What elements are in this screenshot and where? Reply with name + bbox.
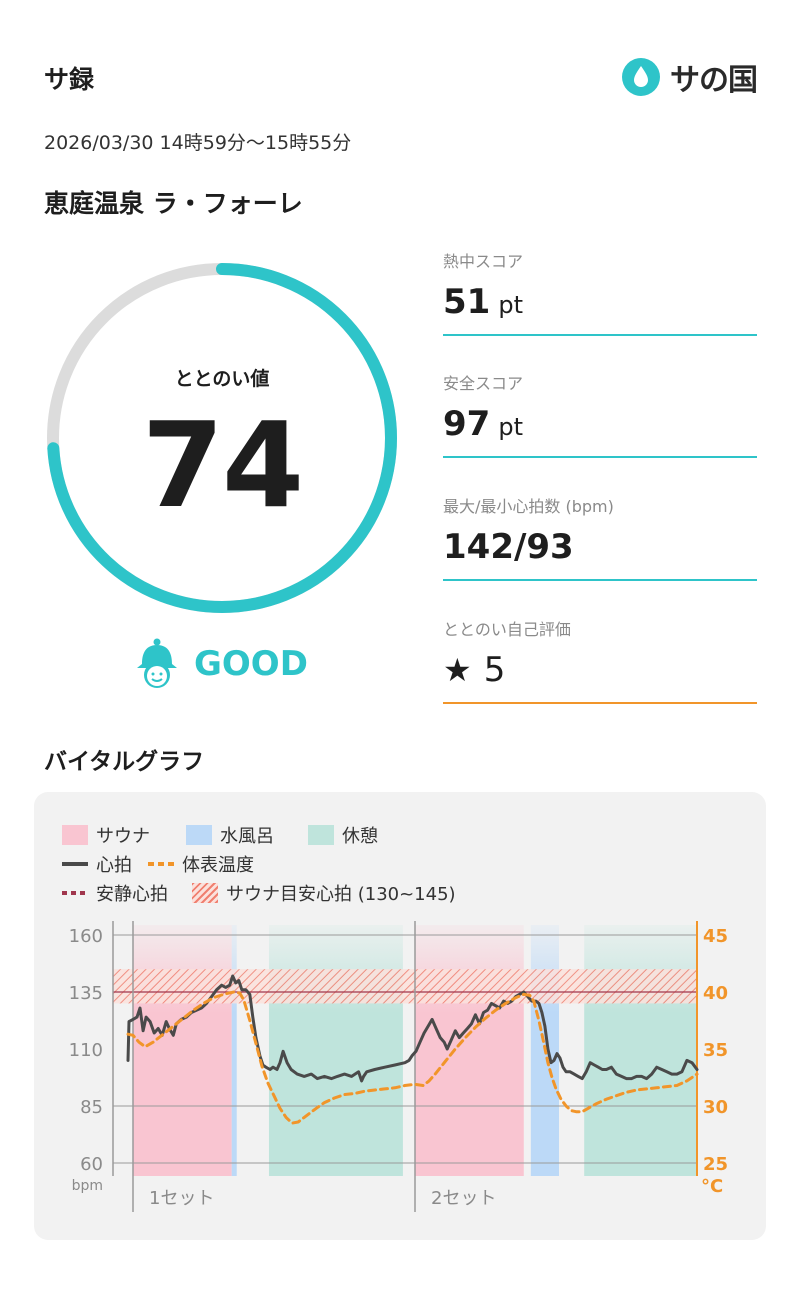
legend-row-targets: 安静心拍 サウナ目安心拍 (130~145) [62, 880, 456, 906]
stat-divider [443, 702, 757, 704]
x-set-label: 1セット [149, 1188, 214, 1209]
smiley-bell-icon [137, 638, 177, 688]
drop-icon [622, 58, 660, 96]
rating-badge: GOOD [134, 634, 308, 694]
legend-line-heart-rate [62, 862, 88, 866]
legend-line-body-temp [148, 862, 174, 866]
ring-progress [47, 263, 397, 613]
y-tick-label-right: 25 [703, 1154, 728, 1175]
y-tick-label-right: 45 [703, 926, 728, 947]
heart-rate-line [126, 974, 699, 1083]
stat-value: 142/93 [443, 527, 574, 567]
stat-label: 最大/最小心拍数 (bpm) [443, 497, 614, 516]
y-axis-unit-left: bpm [72, 1178, 103, 1194]
graph-title: バイタルグラフ [44, 749, 205, 775]
legend-label-heart-rate: 心拍 [96, 855, 132, 876]
phase-band-cold-bath [231, 925, 237, 1176]
stat-heat-score: 熱中スコア 51 pt [443, 248, 757, 336]
legend-row-phases: サウナ 水風呂 休憩 [62, 822, 378, 848]
stat-divider [443, 334, 757, 336]
rating-label: GOOD [194, 644, 308, 684]
facility-name: 恵庭温泉 ラ・フォーレ [44, 189, 303, 218]
legend-line-resting-hr [62, 891, 88, 895]
x-set-label: 2セット [431, 1188, 496, 1209]
y-tick-label-left: 110 [69, 1040, 103, 1061]
stat-value: 97 [443, 404, 491, 444]
y-tick-label-left: 160 [69, 926, 103, 947]
totonoi-ring-gauge [47, 263, 397, 613]
legend-row-lines: 心拍 体表温度 [62, 851, 254, 877]
brand-logo-text: サの国 [670, 63, 758, 98]
legend-label-sauna: サウナ [96, 826, 150, 847]
legend-label-body-temp: 体表温度 [182, 855, 254, 876]
y-tick-label-left: 85 [80, 1097, 103, 1118]
totonoi-label: ととのい値 [174, 368, 270, 390]
stat-safety-score: 安全スコア 97 pt [443, 370, 757, 458]
stat-self-rating: ととのい自己評価 ★ 5 [443, 616, 757, 704]
target-hr-band [113, 969, 697, 1004]
vital-chart: 60 85 110 135 160 bpm 25 30 35 40 45 °C 1セット 2セット [69, 921, 728, 1212]
y-tick-label-right: 30 [703, 1097, 728, 1118]
legend-swatch-cold-bath [186, 825, 212, 845]
totonoi-value: 74 [141, 396, 304, 534]
legend-swatch-rest [308, 825, 334, 845]
stat-value: 51 [443, 282, 491, 322]
stat-heart-rate-range: 最大/最小心拍数 (bpm) 142/93 [443, 493, 757, 581]
stat-label: ととのい自己評価 [443, 620, 571, 639]
legend-label-resting-hr: 安静心拍 [96, 884, 168, 905]
y-tick-label-right: 40 [703, 983, 728, 1004]
stat-unit: pt [498, 291, 523, 319]
legend-label-rest: 休憩 [342, 826, 378, 847]
legend-swatch-target-hr [192, 883, 218, 903]
phase-band-rest [584, 925, 697, 1176]
phase-band-sauna [133, 925, 232, 1176]
legend-label-cold-bath: 水風呂 [220, 826, 274, 847]
legend-swatch-sauna [62, 825, 88, 845]
session-date: 2026/03/30 14時59分～15時55分 [44, 132, 352, 154]
star-icon: ★ [443, 651, 472, 689]
y-tick-label-right: 35 [703, 1040, 728, 1061]
legend-label-target-hr: サウナ目安心拍 (130~145) [226, 884, 456, 905]
stat-unit: pt [498, 413, 523, 441]
body-temp-line [126, 990, 699, 1125]
stat-divider [443, 579, 757, 581]
stat-label: 安全スコア [443, 374, 524, 393]
stat-value: 5 [483, 650, 506, 690]
y-axis-unit-right: °C [701, 1176, 723, 1197]
phase-band-rest [268, 925, 403, 1176]
y-tick-label-left: 135 [69, 983, 103, 1004]
brand-logo: サの国 [622, 56, 758, 98]
y-tick-label-left: 60 [80, 1154, 103, 1175]
phase-band-sauna [415, 925, 524, 1176]
stat-divider [443, 456, 757, 458]
page-title: サ録 [44, 65, 95, 94]
stat-label: 熱中スコア [443, 252, 524, 271]
